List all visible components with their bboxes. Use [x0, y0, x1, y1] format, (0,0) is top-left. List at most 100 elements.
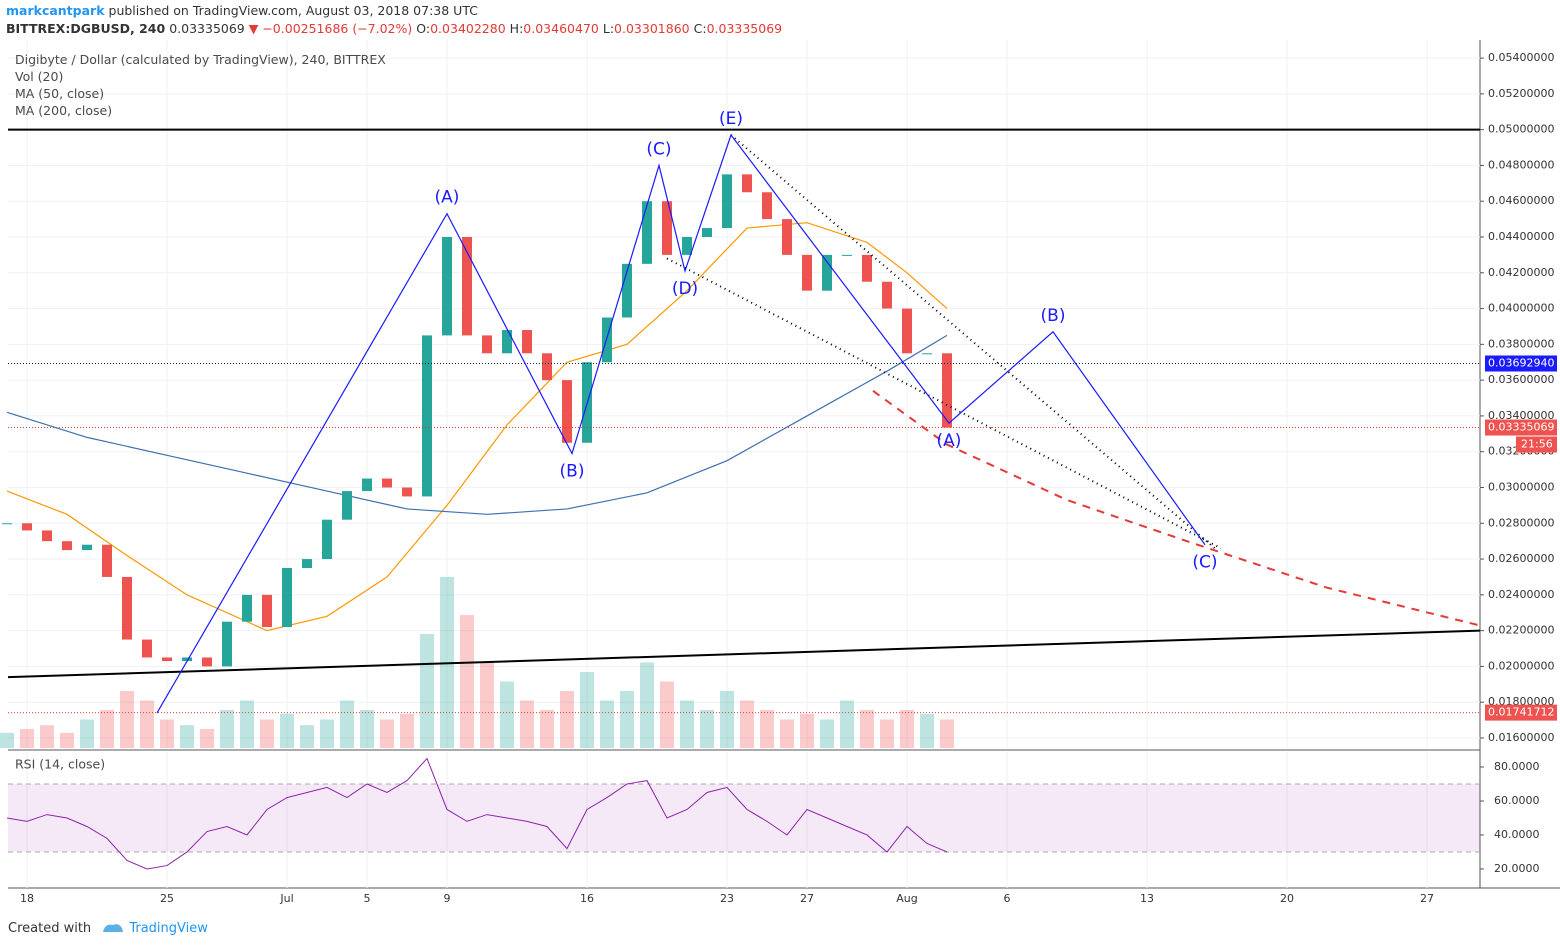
legend-item: Digibyte / Dollar (calculated by Trading…	[15, 52, 386, 67]
volume-bar	[160, 719, 174, 748]
moving-average	[6, 222, 948, 632]
volume-bar	[580, 672, 594, 748]
last: 0.03335069	[169, 21, 245, 36]
volume-bar	[80, 719, 94, 748]
candle	[682, 236, 692, 255]
candle	[862, 254, 872, 282]
rsi-tick-label: 40.0000	[1494, 828, 1540, 841]
ohlc-label: H:	[509, 21, 524, 36]
rsi-title: RSI (14, close)	[15, 757, 105, 772]
volume-bar	[20, 729, 34, 748]
candle	[162, 657, 172, 662]
y-tick-label: 0.03800000	[1488, 337, 1554, 350]
volume-bar	[540, 710, 554, 748]
price-label: 0.01741712	[1488, 706, 1554, 719]
volume-bar	[600, 700, 614, 748]
candle	[942, 353, 952, 428]
wave-label: (D)	[672, 279, 698, 299]
y-tick-label: 0.04000000	[1488, 302, 1554, 315]
symbol-line: BITTREX:DGBUSD, 240 0.03335069 ▼ −0.0025…	[6, 21, 786, 36]
volume-bar	[380, 719, 394, 748]
y-tick-label: 0.04600000	[1488, 194, 1554, 207]
wave-line	[156, 133, 1206, 714]
x-tick-label: 6	[1004, 892, 1011, 905]
price-label: 0.03335069	[1488, 421, 1554, 434]
volume-bar	[420, 634, 434, 748]
wave-label: (C)	[646, 139, 671, 159]
candle	[262, 594, 272, 628]
footer: Created with TradingView	[8, 920, 208, 936]
y-tick-label: 0.03200000	[1488, 445, 1554, 458]
candle	[442, 236, 452, 336]
candle	[122, 576, 132, 640]
ohlc-value: 0.03335069	[706, 21, 783, 36]
ohlc-label: C:	[693, 21, 707, 36]
author[interactable]: markcantpark	[6, 3, 105, 18]
candle	[302, 559, 312, 569]
x-tick-label: 9	[444, 892, 451, 905]
candle	[422, 335, 432, 497]
wave-label: (B)	[1041, 306, 1066, 326]
candle	[602, 317, 612, 363]
ohlc-label: L:	[602, 21, 615, 36]
x-tick-label: 13	[1140, 892, 1154, 905]
candle	[702, 228, 712, 237]
x-tick-label: 5	[364, 892, 371, 905]
x-tick-label: 20	[1280, 892, 1294, 905]
rsi-band	[8, 783, 1480, 852]
volume-bar	[0, 732, 14, 748]
wave-label: (E)	[719, 109, 743, 129]
volume-bar	[780, 719, 794, 748]
volume-bar	[840, 700, 854, 748]
y-tick-label: 0.04200000	[1488, 266, 1554, 279]
candle	[742, 174, 752, 193]
rsi-line	[6, 757, 948, 870]
price-axis-bg	[1480, 40, 1560, 910]
volume-bar	[920, 713, 934, 748]
volume-bar	[660, 681, 674, 748]
channel-line	[730, 134, 1218, 551]
candle	[722, 174, 732, 229]
y-tick-label: 0.01800000	[1488, 695, 1554, 708]
volume-bar	[120, 691, 134, 748]
volume-bar	[700, 710, 714, 748]
candle	[462, 236, 472, 336]
volume-bar	[220, 710, 234, 748]
candle	[222, 621, 232, 667]
x-tick-label: 27	[1420, 892, 1434, 905]
volume-bar	[460, 615, 474, 748]
volume-bar	[880, 719, 894, 748]
legend: Digibyte / Dollar (calculated by Trading…	[15, 52, 386, 120]
x-tick-label: Aug	[896, 892, 917, 905]
ohlc-value: 0.03301860	[614, 21, 690, 36]
volume-bar	[560, 691, 574, 748]
volume-bar	[620, 691, 634, 748]
moving-average	[6, 334, 948, 515]
candle	[882, 281, 892, 309]
volume-bar	[740, 700, 754, 748]
ohlc-value: 0.03402280	[430, 21, 506, 36]
candle	[802, 254, 812, 291]
x-tick-label: 16	[580, 892, 594, 905]
candle	[662, 201, 672, 255]
candle	[62, 541, 72, 551]
wave-label: (C)	[1192, 553, 1217, 573]
volume-bar	[760, 710, 774, 748]
volume-bar	[800, 713, 814, 748]
created: Created with	[8, 921, 92, 936]
candle	[642, 201, 652, 264]
y-tick-label: 0.05200000	[1488, 87, 1554, 100]
candle	[782, 219, 792, 255]
price-label-bg	[1485, 704, 1557, 721]
candle	[382, 478, 392, 488]
y-tick-label: 0.01600000	[1488, 731, 1554, 744]
price-label-bg	[1485, 419, 1557, 436]
volume-bar	[280, 713, 294, 748]
candle	[762, 192, 772, 220]
header-line: markcantpark published on TradingView.co…	[6, 3, 478, 18]
y-tick-label: 0.05400000	[1488, 51, 1554, 64]
change: ▼ −0.00251686 (−7.02%)	[248, 21, 413, 36]
x-tick-label: 23	[720, 892, 734, 905]
y-tick-label: 0.03000000	[1488, 480, 1554, 493]
brand[interactable]: TradingView	[129, 921, 208, 936]
